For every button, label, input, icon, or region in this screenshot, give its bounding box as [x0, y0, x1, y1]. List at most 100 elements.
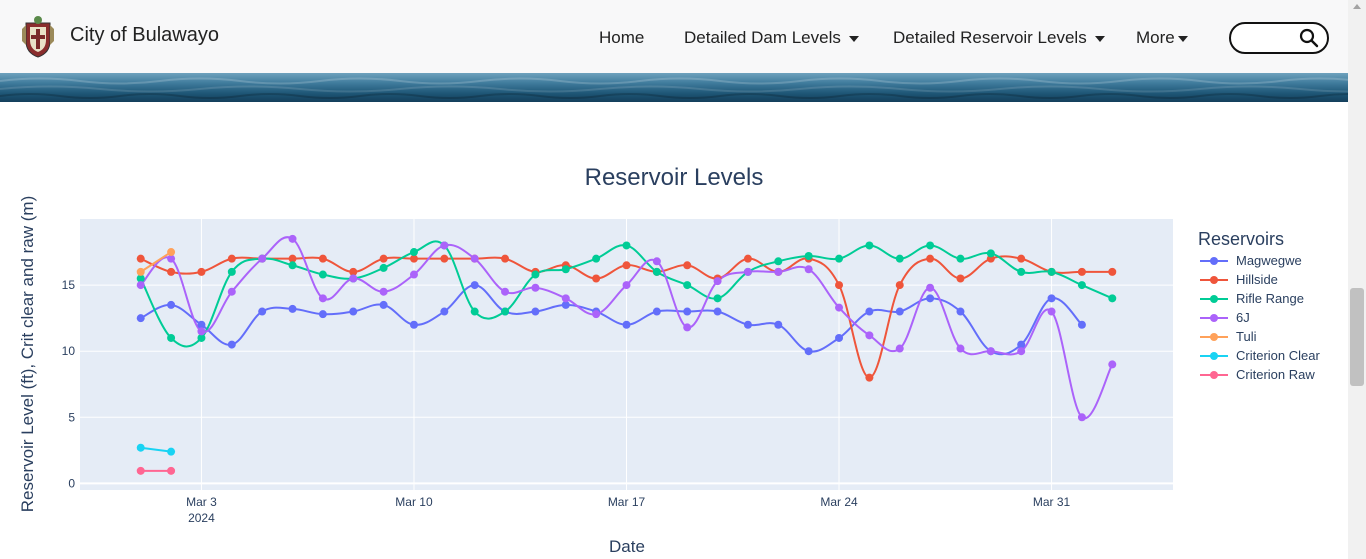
- legend-marker: [1210, 314, 1218, 322]
- header-banner-image: [0, 73, 1348, 102]
- x-axis-title: Date: [609, 537, 645, 556]
- legend-marker: [1210, 371, 1218, 379]
- data-point: [622, 241, 631, 250]
- x-axis: Mar 3 2024 Mar 10 Mar 17 Mar 24 Mar 31: [186, 495, 1070, 525]
- brand-title[interactable]: City of Bulawayo: [70, 24, 219, 46]
- data-point: [349, 307, 358, 316]
- legend-marker: [1210, 276, 1218, 284]
- search-input[interactable]: [1229, 22, 1329, 54]
- data-point: [167, 333, 176, 342]
- data-point: [136, 254, 145, 263]
- legend-title: Reservoirs: [1198, 229, 1284, 249]
- data-point: [1017, 267, 1026, 276]
- data-point: [743, 267, 752, 276]
- x-tick-label: Mar 17: [608, 495, 646, 509]
- data-point: [895, 254, 904, 263]
- data-point: [865, 307, 874, 316]
- scrollbar-thumb[interactable]: [1350, 288, 1364, 386]
- data-point: [531, 307, 540, 316]
- data-point: [592, 310, 601, 319]
- data-point: [318, 310, 327, 319]
- city-crest-logo[interactable]: [20, 15, 56, 59]
- data-point: [1108, 360, 1117, 369]
- y-axis-title: Reservoir Level (ft), Crit clear and raw…: [18, 196, 37, 512]
- data-point: [349, 267, 358, 276]
- page-scrollbar[interactable]: [1348, 0, 1366, 559]
- y-axis: 0 5 10 15: [62, 278, 76, 490]
- data-point: [835, 333, 844, 342]
- data-point: [835, 281, 844, 290]
- data-point: [835, 303, 844, 312]
- data-point: [652, 267, 661, 276]
- data-point: [318, 270, 327, 279]
- legend-marker: [1210, 257, 1218, 265]
- data-point: [167, 267, 176, 276]
- nav-more[interactable]: More: [1136, 28, 1188, 48]
- search-icon[interactable]: [1299, 28, 1319, 48]
- data-point: [409, 254, 418, 263]
- legend-entry-label: Hillside: [1236, 272, 1278, 287]
- data-point: [865, 331, 874, 340]
- nav-home[interactable]: Home: [599, 28, 644, 48]
- caret-down-icon: [1094, 35, 1105, 42]
- data-point: [136, 314, 145, 323]
- data-point: [1017, 347, 1026, 356]
- data-point: [713, 307, 722, 316]
- x-tick-label: Mar 31: [1033, 495, 1071, 509]
- data-point: [926, 254, 935, 263]
- data-point: [986, 347, 995, 356]
- data-point: [379, 263, 388, 272]
- data-point: [683, 281, 692, 290]
- data-point: [986, 249, 995, 258]
- data-point: [835, 254, 844, 263]
- data-point: [288, 254, 297, 263]
- data-point: [258, 254, 267, 263]
- nav-detailed-dam-levels[interactable]: Detailed Dam Levels: [684, 28, 859, 48]
- data-point: [622, 281, 631, 290]
- data-point: [865, 241, 874, 250]
- scroll-up-arrow-icon[interactable]: [1353, 4, 1361, 9]
- nav-home-label: Home: [599, 28, 645, 47]
- data-point: [440, 307, 449, 316]
- data-point: [470, 307, 479, 316]
- legend-marker: [1210, 295, 1218, 303]
- x-tick-year-label: 2024: [188, 511, 215, 525]
- data-point: [956, 274, 965, 283]
- data-point: [895, 344, 904, 353]
- data-point: [804, 265, 813, 274]
- data-point: [1108, 267, 1117, 276]
- data-point: [501, 287, 510, 296]
- series-line-hillside: [140, 255, 1113, 379]
- data-point: [136, 466, 145, 475]
- data-point: [743, 254, 752, 263]
- data-point: [288, 304, 297, 313]
- data-point: [136, 267, 145, 276]
- y-tick-label: 0: [68, 476, 75, 490]
- data-point: [288, 234, 297, 243]
- nav-detailed-dam-levels-label: Detailed Dam Levels: [684, 28, 841, 47]
- legend: Reservoirs Magwegwe Hillside Rifle Range 6J…: [1198, 229, 1320, 382]
- data-point: [409, 270, 418, 279]
- data-point: [652, 257, 661, 266]
- data-point: [531, 270, 540, 279]
- legend-entry-label: 6J: [1236, 310, 1250, 325]
- series-points: [136, 234, 1117, 475]
- legend-entry-label: Rifle Range: [1236, 291, 1304, 306]
- data-point: [774, 320, 783, 329]
- series-line-tuli: [140, 251, 172, 273]
- nav-detailed-reservoir-levels-label: Detailed Reservoir Levels: [893, 28, 1087, 47]
- data-point: [1047, 294, 1056, 303]
- data-point: [531, 283, 540, 292]
- data-point: [1077, 267, 1086, 276]
- legend-marker: [1210, 333, 1218, 341]
- legend-entry-label: Criterion Raw: [1236, 367, 1315, 382]
- data-point: [956, 307, 965, 316]
- x-tick-label: Mar 10: [395, 495, 433, 509]
- data-point: [167, 254, 176, 263]
- data-point: [409, 248, 418, 257]
- data-point: [622, 320, 631, 329]
- data-point: [167, 300, 176, 309]
- data-point: [409, 320, 418, 329]
- navbar: City of Bulawayo Home Detailed Dam Level…: [0, 0, 1348, 74]
- nav-detailed-reservoir-levels[interactable]: Detailed Reservoir Levels: [893, 28, 1105, 48]
